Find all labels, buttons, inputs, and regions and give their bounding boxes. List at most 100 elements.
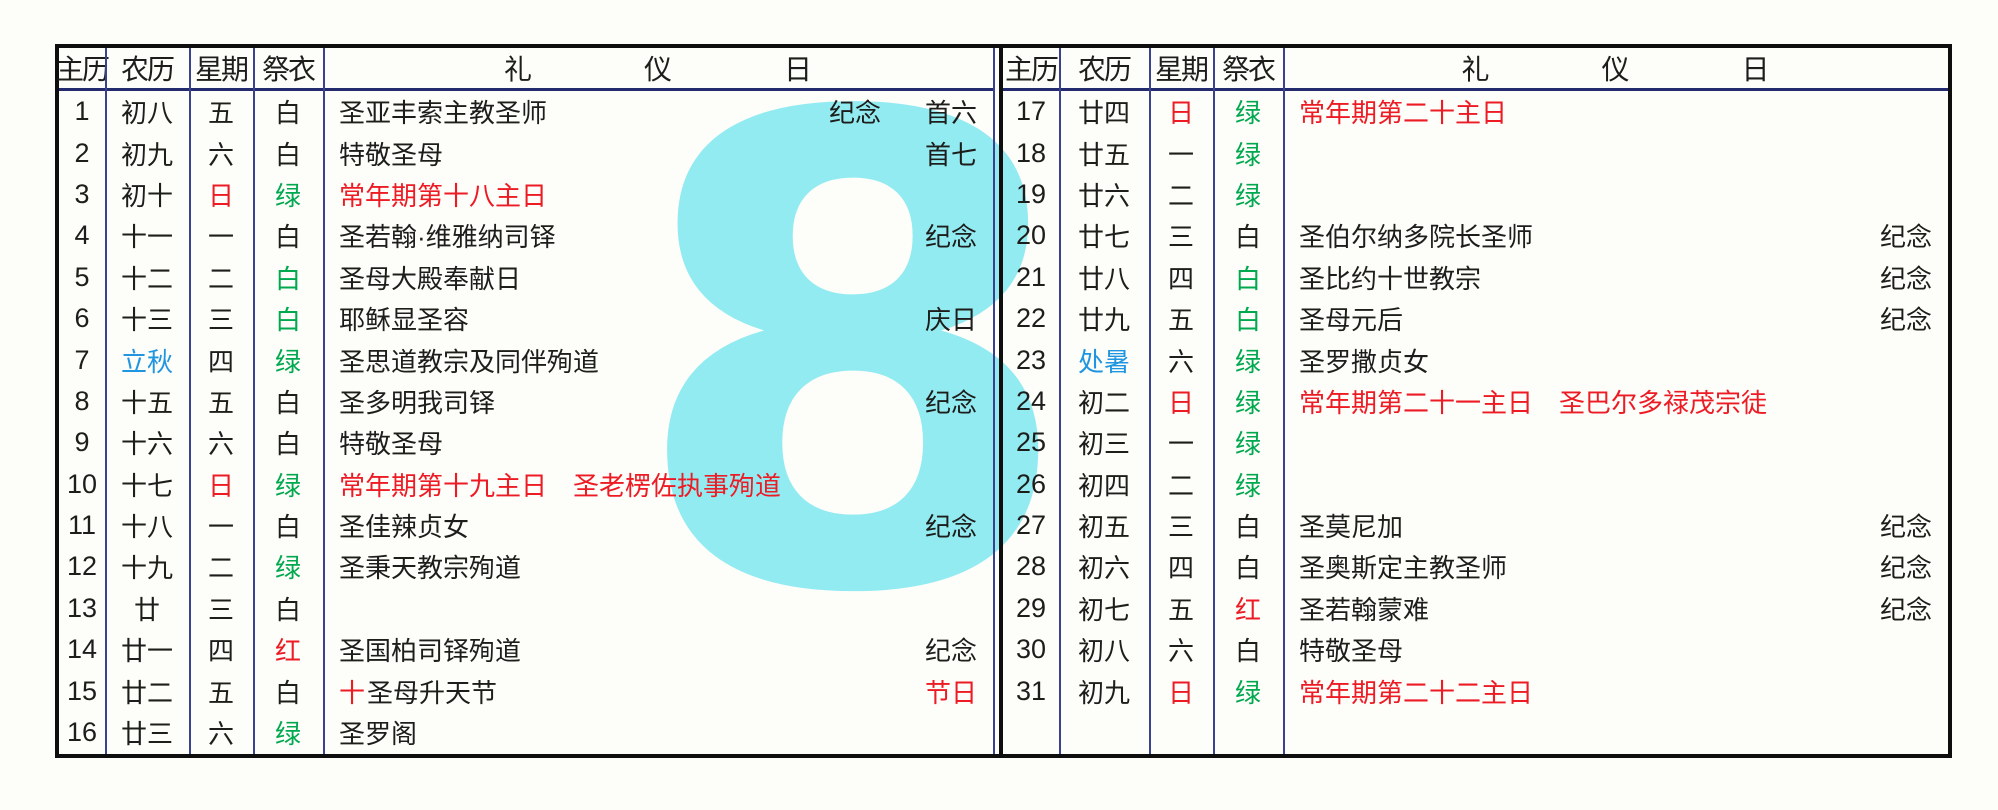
lunar-date: 初十: [120, 180, 173, 211]
liturgical-day: 圣奥斯定主教圣师 纪念: [1283, 548, 1948, 585]
feast-notes: 纪念: [1880, 507, 1940, 544]
lunar-date: 初九: [1077, 677, 1130, 708]
lunar-date: 处暑: [1077, 346, 1130, 377]
lunar-date: 十二: [120, 263, 173, 294]
lunar-date: 初八: [120, 98, 173, 129]
vestment-color: 绿: [274, 346, 301, 377]
lunar-date: 十九: [120, 553, 173, 584]
vestment-color: 白: [274, 429, 301, 460]
feast-name: 圣若翰蒙难: [1299, 594, 1430, 625]
liturgical-day: 耶稣显圣容 庆日: [323, 300, 993, 337]
solar-date: 31: [1015, 675, 1047, 706]
feast-note: 纪念: [1879, 553, 1932, 584]
calendar-day-row: 25 初三 一 绿: [1003, 422, 1948, 463]
liturgical-day: 圣若翰蒙难 纪念: [1283, 590, 1948, 627]
weekday: 三: [207, 305, 234, 336]
weekday: 日: [1167, 98, 1194, 129]
lunar-date: 初八: [1077, 636, 1130, 667]
liturgical-day: 圣母大殿奉献日: [323, 259, 993, 296]
weekday: 五: [207, 98, 234, 129]
calendar-day-row: 12 十九 二 绿 圣秉天教宗殉道: [59, 546, 993, 587]
solar-date: 16: [66, 717, 98, 748]
calendar-rows: 17 廿四 日 绿 常年期第二十主日 18 廿五 一 绿 19 廿六 二 绿 2…: [1003, 91, 1948, 712]
liturgical-day: 常年期第十八主日: [323, 176, 993, 213]
feast-note: 纪念: [924, 387, 977, 418]
column-divider-line: [1059, 48, 1061, 754]
calendar-day-row: 16 廿三 六 绿 圣罗阁: [59, 712, 993, 753]
feast-name: 圣伯尔纳多院长圣师: [1299, 222, 1534, 253]
vestment-color: 绿: [1234, 139, 1261, 170]
feast-notes: 节日: [925, 673, 985, 710]
feast-notes: 纪念: [1880, 548, 1940, 585]
feast-note: 首六: [924, 98, 977, 129]
header-lunar-date: 农历: [1077, 54, 1132, 85]
feast-note: 纪念: [1879, 263, 1932, 294]
calendar-day-row: 2 初九 六 白 特敬圣母 首七: [59, 132, 993, 173]
weekday: 日: [207, 180, 234, 211]
weekday: 一: [1167, 139, 1194, 170]
vestment-color: 绿: [274, 719, 301, 750]
lunar-date: 立秋: [120, 346, 173, 377]
solar-date: 20: [1015, 220, 1047, 251]
header-liturgy-char: 礼: [503, 54, 532, 85]
feast-notes: 庆日: [925, 300, 985, 337]
vestment-color: 绿: [1234, 677, 1261, 708]
lunar-date: 初七: [1077, 594, 1130, 625]
weekday: 四: [1167, 263, 1194, 294]
calendar-day-row: 8 十五 五 白 圣多明我司铎 纪念: [59, 381, 993, 422]
vestment-color: 白: [1234, 553, 1261, 584]
calendar-day-row: 19 廿六 二 绿: [1003, 174, 1948, 215]
calendar-day-row: 21 廿八 四 白 圣比约十世教宗 纪念: [1003, 257, 1948, 298]
feast-note: 庆日: [924, 305, 977, 336]
weekday: 五: [207, 677, 234, 708]
header-weekday: 星期: [1154, 54, 1209, 85]
calendar-day-row: 24 初二 日 绿 常年期第二十一主日 圣巴尔多禄茂宗徒: [1003, 381, 1948, 422]
feast-name: 圣罗撒贞女: [1299, 346, 1430, 377]
calendar-day-row: 20 廿七 三 白 圣伯尔纳多院长圣师 纪念: [1003, 215, 1948, 256]
table-split-divider: [993, 48, 1003, 754]
solar-date: 14: [66, 634, 98, 665]
lunar-date: 初二: [1077, 387, 1130, 418]
feast-notes: 纪念: [925, 383, 985, 420]
header-liturgy-day: 礼 仪 日: [1283, 48, 1948, 88]
calendar-day-row: 11 十八 一 白 圣佳辣贞女 纪念: [59, 505, 993, 546]
weekday: 一: [207, 512, 234, 543]
liturgical-day: 十 圣母升天节 节日: [323, 673, 993, 710]
liturgical-day: 圣多明我司铎 纪念: [323, 383, 993, 420]
calendar-right-half: 主历 农历 星期 祭衣 礼 仪 日 17 廿四 日 绿 常年期第二十主日 18 …: [1003, 48, 1948, 754]
weekday: 四: [207, 636, 234, 667]
feast-name: 圣母升天节: [367, 677, 498, 708]
calendar-day-row: 27 初五 三 白 圣莫尼加 纪念: [1003, 505, 1948, 546]
column-divider-line: [323, 48, 325, 754]
feast-note: 纪念: [924, 512, 977, 543]
lunar-date: 初五: [1077, 512, 1130, 543]
calendar-day-row: 13 廿 三 白: [59, 588, 993, 629]
vestment-color: 白: [274, 677, 301, 708]
feast-name: 圣罗阁: [339, 719, 418, 750]
lunar-date: 初三: [1077, 429, 1130, 460]
column-divider-line: [189, 48, 191, 754]
calendar-rows: 1 初八 五 白 圣亚丰索主教圣师 纪念 首六 2 初九 六 白 特敬圣母 首七 …: [59, 91, 993, 753]
feast-note: 纪念: [924, 222, 977, 253]
liturgical-day: 常年期第二十主日: [1283, 93, 1948, 130]
weekday: 三: [207, 594, 234, 625]
solar-date: 8: [74, 385, 90, 416]
feast-note: 首七: [924, 139, 977, 170]
feast-name: 圣莫尼加: [1299, 512, 1404, 543]
calendar-day-row: 18 廿五 一 绿: [1003, 132, 1948, 173]
lunar-date: 廿二: [120, 677, 173, 708]
feast-name: 特敬圣母: [339, 139, 444, 170]
vestment-color: 绿: [1234, 346, 1261, 377]
lunar-date: 十六: [120, 429, 173, 460]
lunar-date: 初九: [120, 139, 173, 170]
feast-note: 纪念: [1879, 222, 1932, 253]
weekday: 六: [207, 139, 234, 170]
solar-date: 15: [66, 675, 98, 706]
header-liturgy-char: 仪: [1601, 54, 1630, 85]
solar-date: 11: [67, 510, 97, 541]
weekday: 二: [1167, 180, 1194, 211]
vestment-color: 红: [1234, 594, 1261, 625]
vestment-color: 白: [274, 98, 301, 129]
header-solar-date: 主历: [1004, 54, 1059, 85]
header-lunar-date: 农历: [120, 54, 175, 85]
